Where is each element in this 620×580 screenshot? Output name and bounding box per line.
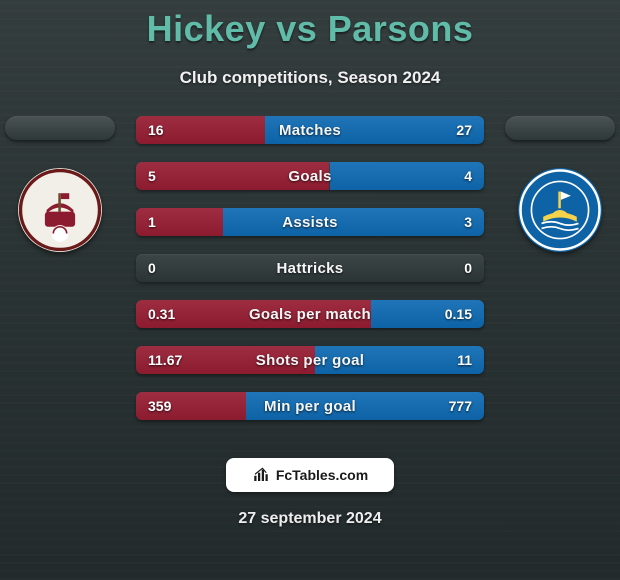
stat-row: Hattricks0 0	[136, 254, 484, 282]
stat-row: Shots per goal11.67 11	[136, 346, 484, 374]
stat-label: Goals per match	[136, 300, 484, 328]
stat-row: Goals5 4	[136, 162, 484, 190]
stat-value-left: 1	[148, 208, 156, 236]
main-area: Matches16 27 Goals5 4 Assists1 3 Hattricks0 0 Go…	[0, 116, 620, 436]
stat-label: Shots per goal	[136, 346, 484, 374]
stat-value-left: 16	[148, 116, 164, 144]
stat-label: Hattricks	[136, 254, 484, 282]
stat-value-right: 3	[464, 208, 472, 236]
stat-row: Assists1 3	[136, 208, 484, 236]
club-crest-right	[518, 168, 602, 252]
stat-row: Goals per match0.31 0.15	[136, 300, 484, 328]
stat-value-right: 27	[456, 116, 472, 144]
player-left-name-plate	[5, 116, 115, 140]
stat-bars: Matches16 27 Goals5 4 Assists1 3 Hattricks0 0 Go…	[136, 116, 484, 420]
comparison-card: Hickey vs Parsons Club competitions, Sea…	[0, 0, 620, 580]
stat-value-right: 0	[464, 254, 472, 282]
brand-text: FcTables.com	[276, 467, 368, 483]
stat-row: Matches16 27	[136, 116, 484, 144]
stat-value-left: 5	[148, 162, 156, 190]
stat-value-left: 359	[148, 392, 171, 420]
page-title: Hickey vs Parsons	[0, 8, 620, 50]
stat-label: Matches	[136, 116, 484, 144]
stat-row: Min per goal359 777	[136, 392, 484, 420]
stat-value-left: 11.67	[148, 346, 182, 374]
brand-badge: FcTables.com	[226, 458, 394, 492]
player-left-column	[0, 116, 120, 252]
brand-chart-icon	[252, 466, 270, 484]
stat-value-right: 11	[457, 346, 472, 374]
crest-left-icon	[18, 168, 102, 252]
stat-value-left: 0.31	[148, 300, 175, 328]
club-crest-left	[18, 168, 102, 252]
stat-label: Assists	[136, 208, 484, 236]
crest-right-icon	[518, 168, 602, 252]
stat-value-right: 4	[464, 162, 472, 190]
subtitle: Club competitions, Season 2024	[0, 68, 620, 88]
player-right-column	[500, 116, 620, 252]
stat-value-right: 777	[449, 392, 472, 420]
stat-value-right: 0.15	[445, 300, 472, 328]
stat-label: Goals	[136, 162, 484, 190]
stat-label: Min per goal	[136, 392, 484, 420]
date-text: 27 september 2024	[0, 510, 620, 528]
stat-value-left: 0	[148, 254, 156, 282]
player-right-name-plate	[505, 116, 615, 140]
